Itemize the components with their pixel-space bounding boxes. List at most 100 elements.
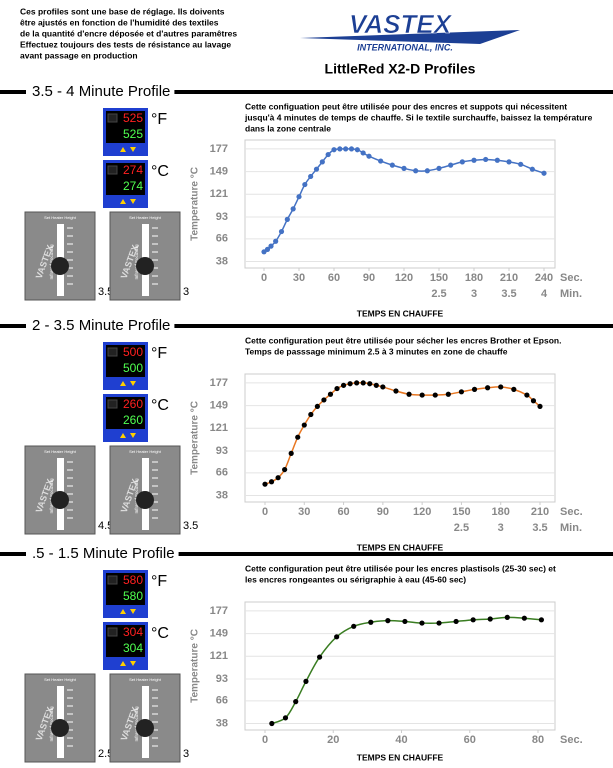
note-line: Ces profiles sont une base de réglage. I…	[20, 6, 225, 16]
chart-description: dans la zone centrale	[245, 123, 331, 133]
x-axis-label: TEMPS EN CHAUFFE	[357, 752, 444, 762]
data-point	[445, 391, 451, 397]
x-tick-label: 180	[465, 272, 483, 284]
data-point	[458, 389, 465, 395]
set-value: 274	[123, 163, 143, 177]
data-point	[401, 165, 407, 171]
x-tick-label: 60	[337, 506, 349, 518]
chart-description: les encres rongeantes ou sérigraphie à e…	[245, 574, 466, 584]
y-tick-label: 38	[216, 717, 228, 729]
heater-focus: Infrared Focusing	[49, 244, 54, 280]
x-tick-label: 60	[464, 734, 476, 746]
page-title: LittleRed X2-D Profiles	[325, 61, 476, 77]
set-value: 525	[123, 111, 143, 125]
knob	[51, 719, 69, 737]
data-point	[436, 620, 442, 626]
data-point	[483, 156, 489, 163]
data-point	[308, 411, 314, 418]
chart-description: jusqu'à 4 minutes de temps de chauffe. S…	[244, 112, 593, 122]
chart-description: Cette configuration peut être utilisée p…	[245, 335, 561, 345]
y-tick-label: 66	[216, 233, 228, 245]
data-point	[529, 166, 535, 172]
header-note: Ces profiles sont une base de réglage. I…	[20, 6, 237, 60]
data-point	[367, 381, 373, 387]
x-tick-label: 210	[531, 506, 549, 518]
data-point	[368, 619, 374, 625]
data-point	[389, 162, 395, 168]
x2-tick-label: 3.5	[532, 522, 547, 534]
plot-frame	[244, 601, 556, 731]
data-point	[295, 434, 301, 440]
heater-label: Set Heater Height	[129, 449, 162, 454]
data-point	[537, 403, 543, 410]
x2-tick-label: 3.5	[501, 288, 516, 300]
heading-rule	[0, 90, 26, 94]
actual-value: 525	[123, 127, 143, 141]
arrows	[120, 609, 136, 614]
knob-setting: 3.5	[183, 520, 198, 532]
data-point	[524, 392, 530, 398]
y-tick-label: 177	[210, 143, 228, 155]
knob	[51, 491, 69, 509]
knob-setting: 3	[183, 748, 189, 760]
data-point	[275, 475, 281, 481]
unit: °C	[151, 163, 169, 180]
y-tick-label: 177	[210, 605, 228, 617]
plot-frame	[244, 373, 556, 503]
y-tick-label: 149	[210, 166, 228, 178]
x2-tick-label: 4	[541, 288, 548, 300]
knob-setting: 3.5	[98, 286, 113, 298]
heading-rule	[178, 552, 613, 556]
data-point	[487, 616, 493, 622]
set-value: 260	[123, 397, 143, 411]
x-tick-label: 0	[262, 506, 268, 518]
data-point	[378, 158, 384, 164]
thermostat-led	[107, 575, 118, 585]
note-line: avant passage en production	[20, 50, 138, 60]
heading-rule	[174, 90, 613, 94]
data-point	[334, 385, 340, 392]
data-point	[541, 170, 547, 176]
data-point	[321, 397, 327, 403]
actual-value: 274	[123, 179, 143, 193]
y-tick-label: 121	[210, 650, 228, 662]
data-point	[360, 380, 366, 386]
x-tick-label: 20	[327, 734, 339, 746]
data-point	[419, 392, 425, 398]
thermostat-led	[107, 399, 118, 409]
data-point	[308, 173, 314, 180]
x-tick-label: 90	[377, 506, 389, 518]
data-point	[504, 614, 510, 620]
data-point	[360, 150, 366, 156]
data-point	[301, 422, 307, 428]
data-point	[393, 388, 399, 394]
logo: VASTEX	[349, 9, 453, 39]
knob	[136, 257, 154, 275]
data-point	[325, 151, 331, 158]
data-point	[331, 147, 337, 153]
data-point	[494, 157, 500, 163]
data-point	[269, 720, 275, 727]
unit: °F	[151, 345, 167, 362]
heading-rule	[0, 552, 26, 556]
x-tick-label: 120	[413, 506, 431, 518]
x2-tick-label: 3	[498, 522, 504, 534]
data-point	[373, 382, 379, 388]
x2-tick-label: 2.5	[454, 522, 469, 534]
chart-description: Temps de passsage minimum 2.5 à 3 minute…	[245, 346, 508, 356]
note-line: de la quantité d'encre déposée et d'autr…	[20, 28, 237, 38]
x-tick-label: 90	[363, 272, 375, 284]
x2-tick-label: 2.5	[431, 288, 446, 300]
heater-focus: Infrared Focusing	[134, 706, 139, 742]
thermostat-led	[107, 627, 118, 637]
y-tick-label: 38	[216, 255, 228, 267]
data-point	[448, 162, 454, 168]
x-tick-label: 150	[452, 506, 470, 518]
y-axis-label: Temperature °C	[190, 401, 201, 475]
data-point	[268, 243, 274, 249]
data-point	[348, 146, 355, 152]
unit: °F	[151, 111, 167, 128]
knob	[136, 719, 154, 737]
heater-focus: Infrared Focusing	[49, 478, 54, 514]
data-point	[354, 380, 360, 386]
